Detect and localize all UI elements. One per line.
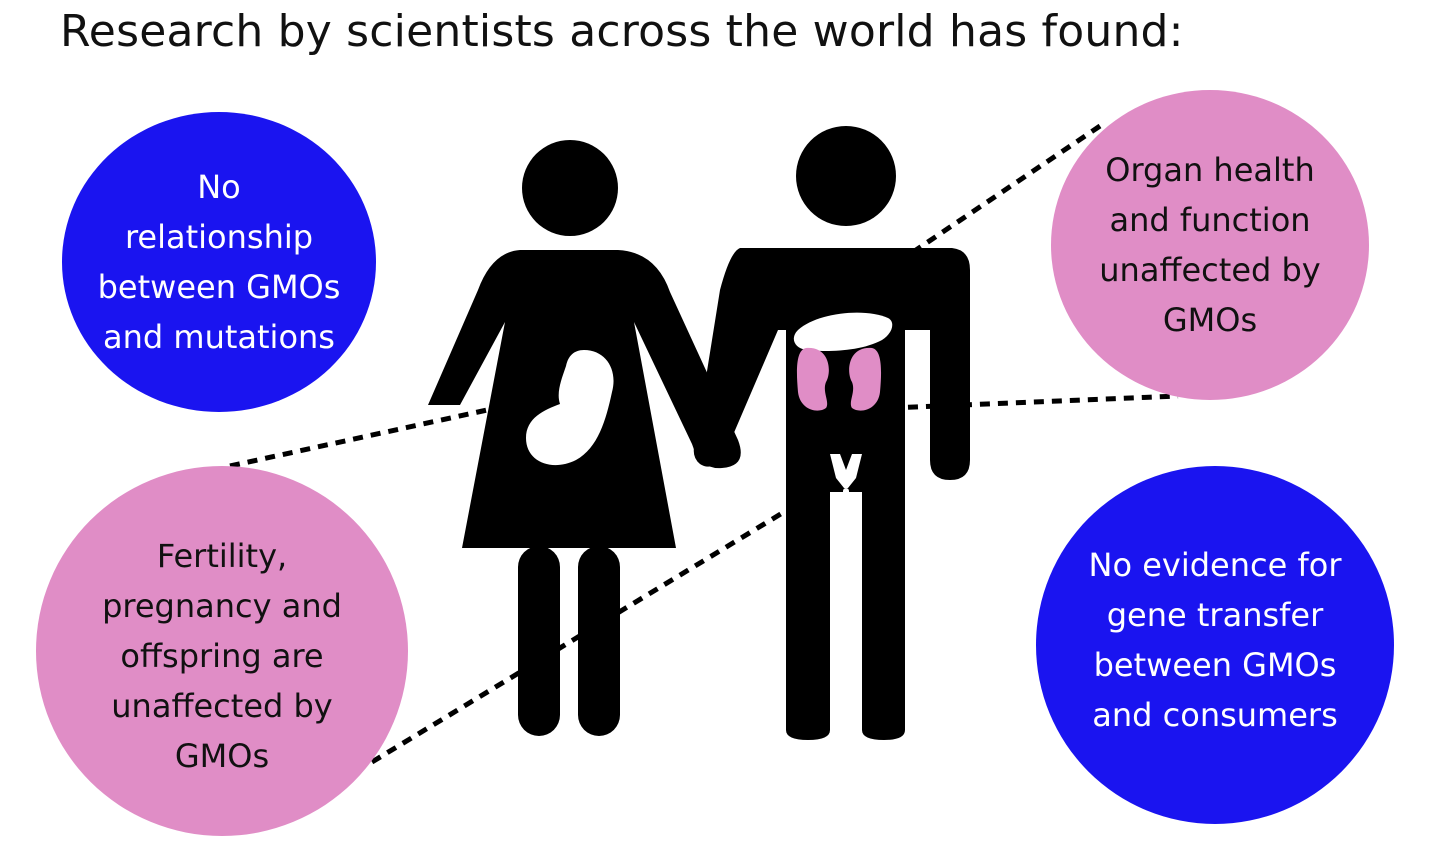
gene-transfer-line: and consumers <box>1092 696 1338 734</box>
fertility-line: Fertility, <box>156 537 288 575</box>
page-title: Research by scientists across the world … <box>60 6 1184 57</box>
reproductive-organ-icon <box>830 454 862 500</box>
organ-health-line: Organ health <box>1105 151 1315 189</box>
mutations-text: No relationship between GMOs and mutatio… <box>98 162 341 362</box>
mutations-bubble: No relationship between GMOs and mutatio… <box>62 112 376 412</box>
fertility-line: GMOs <box>174 737 270 775</box>
fertility-line: offspring are <box>120 637 324 675</box>
mutations-line: between GMOs <box>97 268 341 306</box>
fertility-line: pregnancy and <box>102 587 342 625</box>
organ-health-bubble: Organ health and function unaffected by … <box>1051 90 1369 400</box>
fetus-icon <box>526 350 614 466</box>
mutations-line: and mutations <box>103 318 335 356</box>
organ-health-text: Organ health and function unaffected by … <box>1099 145 1320 345</box>
connector-organ-kidney <box>889 393 1179 411</box>
fertility-bubble: Fertility, pregnancy and offspring are u… <box>36 466 408 836</box>
gene-transfer-line: No evidence for <box>1088 546 1342 584</box>
organ-health-line: unaffected by <box>1099 251 1321 289</box>
organ-health-line: GMOs <box>1162 301 1258 339</box>
gene-transfer-line: between GMOs <box>1093 646 1337 684</box>
man-figure-icon <box>693 126 970 740</box>
fertility-text: Fertility, pregnancy and offspring are u… <box>102 521 342 781</box>
liver-icon <box>793 312 893 351</box>
gene-transfer-line: gene transfer <box>1106 596 1324 634</box>
kidney-icon <box>796 347 882 411</box>
organ-health-line: and function <box>1109 201 1311 239</box>
gene-transfer-bubble: No evidence for gene transfer between GM… <box>1036 466 1394 824</box>
mutations-line: relationship <box>124 218 314 256</box>
mutations-line: No <box>197 168 241 206</box>
fertility-line: unaffected by <box>111 687 333 725</box>
gene-transfer-text: No evidence for gene transfer between GM… <box>1089 540 1342 750</box>
